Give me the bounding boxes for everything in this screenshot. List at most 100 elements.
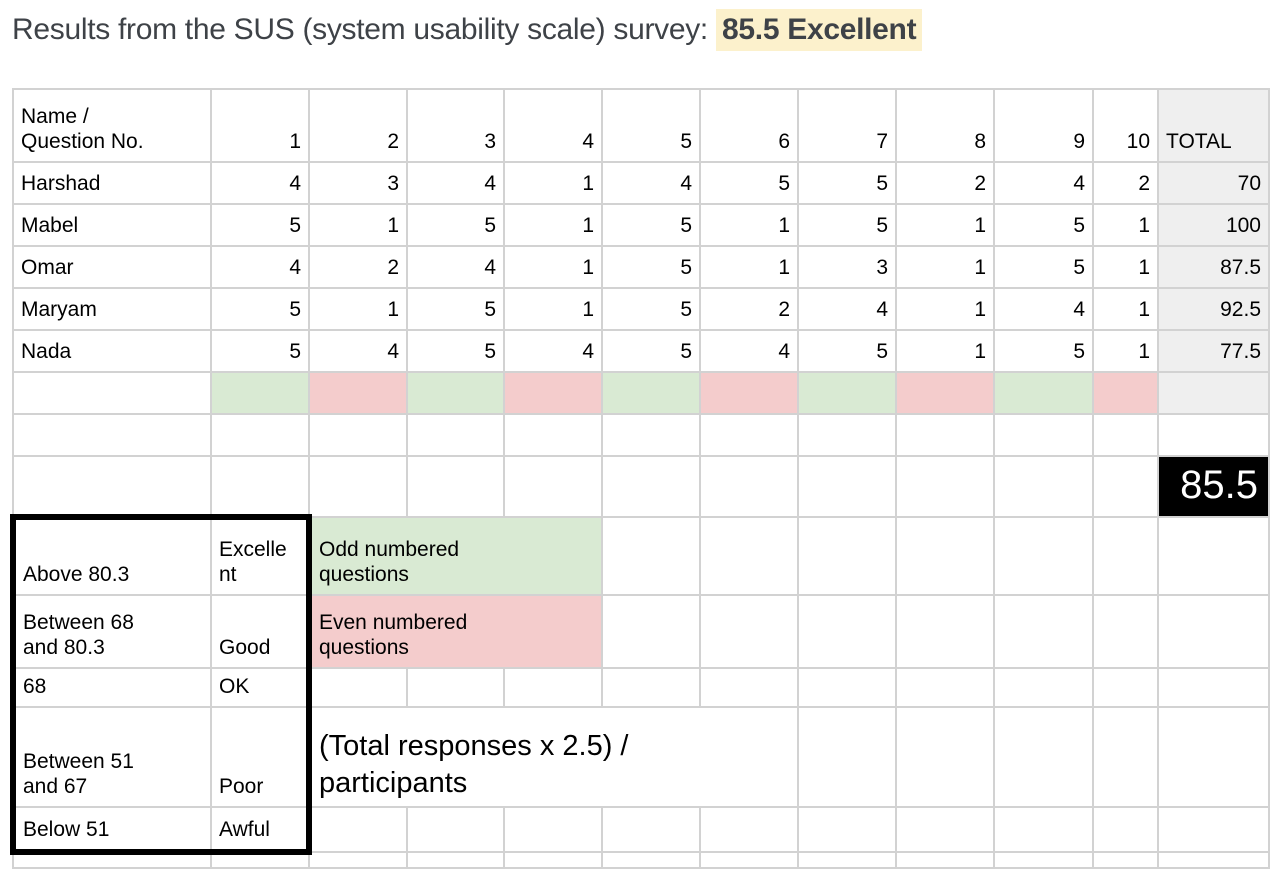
header-q7-cell[interactable]: 7 bbox=[797, 88, 897, 163]
score-cell[interactable]: 1 bbox=[895, 245, 995, 289]
name-cell[interactable]: Mabel bbox=[12, 203, 212, 247]
name-cell[interactable]: Maryam bbox=[12, 287, 212, 331]
score-cell[interactable]: 3 bbox=[797, 245, 897, 289]
header-q3-cell[interactable]: 3 bbox=[406, 88, 505, 163]
score-cell[interactable]: 1 bbox=[699, 203, 799, 247]
even-fill-cell[interactable] bbox=[895, 371, 995, 415]
empty-cell[interactable] bbox=[1157, 667, 1270, 708]
empty-cell[interactable] bbox=[797, 516, 897, 596]
score-cell[interactable]: 1 bbox=[895, 287, 995, 331]
score-cell[interactable]: 4 bbox=[210, 161, 310, 205]
odd-fill-cell[interactable] bbox=[406, 371, 505, 415]
legend-rating-cell[interactable]: Awful bbox=[210, 806, 312, 855]
score-cell[interactable]: 2 bbox=[895, 161, 995, 205]
odd-fill-cell[interactable] bbox=[797, 371, 897, 415]
empty-cell[interactable] bbox=[895, 413, 995, 457]
empty-cell[interactable] bbox=[993, 413, 1094, 457]
empty-cell[interactable] bbox=[601, 594, 701, 669]
legend-rating-cell[interactable]: Good bbox=[210, 594, 312, 669]
empty-cell[interactable] bbox=[699, 455, 799, 518]
total-cell[interactable]: 100 bbox=[1157, 203, 1270, 247]
empty-cell[interactable] bbox=[1092, 851, 1159, 869]
score-cell[interactable]: 5 bbox=[210, 203, 310, 247]
empty-cell[interactable] bbox=[993, 455, 1094, 518]
score-cell[interactable]: 2 bbox=[699, 287, 799, 331]
empty-cell[interactable] bbox=[993, 806, 1094, 853]
empty-cell[interactable] bbox=[699, 516, 799, 596]
empty-cell[interactable] bbox=[993, 667, 1094, 708]
empty-cell[interactable] bbox=[12, 413, 212, 457]
legend-range-cell[interactable]: Between 51 and 67 bbox=[10, 706, 212, 808]
header-q1-cell[interactable]: 1 bbox=[210, 88, 310, 163]
score-cell[interactable]: 4 bbox=[601, 161, 701, 205]
empty-cell[interactable] bbox=[503, 413, 603, 457]
empty-cell[interactable] bbox=[503, 806, 603, 853]
empty-cell[interactable] bbox=[1092, 706, 1159, 808]
score-cell[interactable]: 1 bbox=[308, 203, 408, 247]
empty-cell[interactable] bbox=[699, 413, 799, 457]
odd-fill-cell[interactable] bbox=[601, 371, 701, 415]
empty-cell[interactable] bbox=[1157, 371, 1270, 415]
score-cell[interactable]: 4 bbox=[210, 245, 310, 289]
empty-cell[interactable] bbox=[1092, 516, 1159, 596]
name-cell[interactable]: Omar bbox=[12, 245, 212, 289]
score-cell[interactable]: 2 bbox=[308, 245, 408, 289]
legend-range-cell[interactable]: Below 51 bbox=[10, 806, 212, 855]
even-fill-cell[interactable] bbox=[1092, 371, 1159, 415]
legend-rating-cell[interactable]: OK bbox=[210, 667, 312, 708]
empty-cell[interactable] bbox=[895, 706, 995, 808]
empty-cell[interactable] bbox=[699, 806, 799, 853]
score-cell[interactable]: 5 bbox=[797, 203, 897, 247]
empty-cell[interactable] bbox=[601, 455, 701, 518]
empty-cell[interactable] bbox=[601, 667, 701, 708]
empty-cell[interactable] bbox=[1157, 851, 1270, 869]
legend-range-cell[interactable]: 68 bbox=[10, 667, 212, 708]
empty-cell[interactable] bbox=[699, 851, 799, 869]
empty-cell[interactable] bbox=[1157, 516, 1270, 596]
score-cell[interactable]: 5 bbox=[210, 329, 310, 373]
score-cell[interactable]: 4 bbox=[797, 287, 897, 331]
empty-cell[interactable] bbox=[895, 594, 995, 669]
empty-cell[interactable] bbox=[1092, 413, 1159, 457]
empty-cell[interactable] bbox=[12, 851, 212, 869]
empty-cell[interactable] bbox=[12, 371, 212, 415]
name-cell[interactable]: Nada bbox=[12, 329, 212, 373]
empty-cell[interactable] bbox=[503, 667, 603, 708]
score-cell[interactable]: 1 bbox=[503, 161, 603, 205]
even-fill-cell[interactable] bbox=[699, 371, 799, 415]
score-cell[interactable]: 5 bbox=[406, 287, 505, 331]
total-cell[interactable]: 92.5 bbox=[1157, 287, 1270, 331]
header-q8-cell[interactable]: 8 bbox=[895, 88, 995, 163]
empty-cell[interactable] bbox=[12, 455, 212, 518]
odd-questions-label-cell[interactable]: Odd numbered questions bbox=[308, 516, 603, 596]
empty-cell[interactable] bbox=[601, 516, 701, 596]
even-questions-label-cell[interactable]: Even numbered questions bbox=[308, 594, 603, 669]
score-cell[interactable]: 2 bbox=[1092, 161, 1159, 205]
score-cell[interactable]: 5 bbox=[797, 161, 897, 205]
empty-cell[interactable] bbox=[1092, 455, 1159, 518]
score-cell[interactable]: 5 bbox=[797, 329, 897, 373]
total-cell[interactable]: 70 bbox=[1157, 161, 1270, 205]
score-cell[interactable]: 1 bbox=[1092, 203, 1159, 247]
score-cell[interactable]: 4 bbox=[308, 329, 408, 373]
empty-cell[interactable] bbox=[699, 667, 799, 708]
header-q9-cell[interactable]: 9 bbox=[993, 88, 1094, 163]
empty-cell[interactable] bbox=[699, 594, 799, 669]
score-cell[interactable]: 1 bbox=[895, 203, 995, 247]
empty-cell[interactable] bbox=[1157, 594, 1270, 669]
score-cell[interactable]: 1 bbox=[503, 287, 603, 331]
empty-cell[interactable] bbox=[308, 455, 408, 518]
empty-cell[interactable] bbox=[1092, 806, 1159, 853]
empty-cell[interactable] bbox=[993, 594, 1094, 669]
empty-cell[interactable] bbox=[993, 851, 1094, 869]
empty-cell[interactable] bbox=[601, 851, 701, 869]
score-cell[interactable]: 4 bbox=[406, 161, 505, 205]
score-cell[interactable]: 5 bbox=[210, 287, 310, 331]
empty-cell[interactable] bbox=[406, 806, 505, 853]
score-cell[interactable]: 5 bbox=[993, 203, 1094, 247]
odd-fill-cell[interactable] bbox=[210, 371, 310, 415]
empty-cell[interactable] bbox=[406, 851, 505, 869]
score-cell[interactable]: 4 bbox=[503, 329, 603, 373]
empty-cell[interactable] bbox=[406, 667, 505, 708]
score-cell[interactable]: 5 bbox=[406, 329, 505, 373]
